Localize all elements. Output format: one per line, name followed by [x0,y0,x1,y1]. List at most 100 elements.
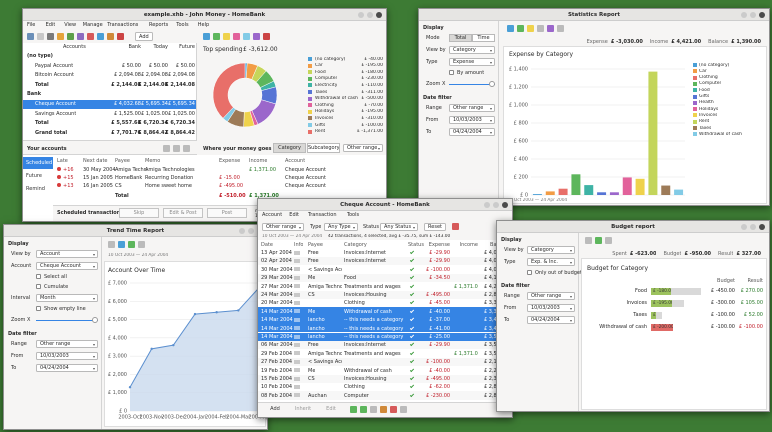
menu-item[interactable]: Tools [176,22,189,28]
menu-item[interactable]: Reports [149,22,169,28]
window-control[interactable] [239,228,245,234]
account-name[interactable]: (no type) [27,53,53,59]
action-button[interactable]: Skip [119,208,159,218]
toolbar-button[interactable] [233,33,240,40]
slider-knob[interactable] [92,317,98,323]
toolbar-button[interactable] [87,33,94,40]
combo-box[interactable]: Other range [36,340,98,348]
toolbar-button[interactable] [37,33,44,40]
toolbar-button[interactable] [108,241,115,248]
toggle-button[interactable]: Time [472,34,495,42]
transaction-row[interactable] [258,382,512,392]
window-control[interactable] [759,12,765,18]
window-control[interactable] [741,224,747,230]
combo-box[interactable]: Expense [449,58,495,66]
selected-row[interactable] [258,324,512,333]
checkbox[interactable] [527,270,532,275]
menu-item[interactable]: View [64,22,77,28]
transaction-row[interactable] [258,340,512,350]
window-control[interactable] [376,12,382,18]
combo-box[interactable]: Other range [343,144,383,152]
action-button[interactable]: Add [270,406,280,412]
combo-box[interactable]: 10/03/2003 [36,352,98,360]
window-control[interactable] [484,202,490,208]
toolbar-button[interactable] [360,406,367,413]
menu-item[interactable]: Manage [82,22,103,28]
toolbar-button[interactable] [183,145,190,152]
account-name[interactable]: Cheque Account [35,101,76,107]
account-name[interactable]: Savings Account [35,110,77,117]
window-control[interactable] [358,12,364,18]
toolbar-button[interactable] [173,145,180,152]
spending-tab[interactable]: Category [273,143,306,153]
toolbar-button[interactable] [547,25,554,32]
toolbar-button[interactable] [77,33,84,40]
account-name[interactable]: Total [35,81,49,88]
combo-box[interactable]: Exp. & Inc. [527,258,575,266]
transaction-row[interactable] [258,391,512,400]
combo-box[interactable]: Category [449,46,495,54]
transaction-row[interactable] [258,282,512,291]
transaction-row[interactable] [258,366,512,375]
combo-box[interactable]: 04/24/2004 [36,364,98,372]
transaction-row[interactable] [258,290,512,299]
menu-item[interactable]: Account [262,212,283,218]
toolbar-button[interactable] [243,33,250,40]
transaction-row[interactable] [258,298,512,308]
combo-box[interactable]: Month [36,294,98,302]
slider-knob[interactable] [489,81,495,87]
toolbar-button[interactable] [390,406,397,413]
toolbar-button[interactable] [57,33,64,40]
toolbar-button[interactable] [47,33,54,40]
selected-row[interactable] [258,332,512,341]
transaction-row[interactable] [258,273,512,283]
toolbar-button[interactable] [97,33,104,40]
transaction-row[interactable] [258,374,512,383]
side-tab[interactable]: Future [23,170,53,182]
account-name[interactable]: Bitcoin Account [35,72,74,79]
toggle-button[interactable]: Total [449,34,472,42]
window-control[interactable] [367,12,373,18]
account-name[interactable]: Paypal Account [35,62,74,69]
combo-box[interactable]: 04/24/2004 [449,128,495,136]
toolbar-button[interactable] [27,33,34,40]
checkbox[interactable] [36,274,41,279]
window-control[interactable] [750,12,756,18]
toolbar-button[interactable] [138,241,145,248]
combo-box[interactable]: 10/03/2003 [449,116,495,124]
toolbar-button[interactable] [605,237,612,244]
transaction-row[interactable] [258,265,512,274]
transaction-row[interactable] [258,357,512,367]
action-button[interactable]: Post [207,208,247,218]
action-button[interactable]: Edit & Post [163,208,203,218]
account-name[interactable]: Bank [27,91,42,98]
toolbar-button[interactable] [263,33,270,40]
reset-button[interactable]: Reset [424,223,446,231]
selected-row[interactable] [258,307,512,316]
menu-item[interactable]: Edit [289,212,299,218]
menu-item[interactable]: Edit [45,22,56,28]
toolbar-button[interactable] [223,33,230,40]
combo-box[interactable]: 10/03/2003 [527,304,575,312]
checkbox[interactable] [36,306,41,311]
side-tab[interactable]: Scheduled [23,157,53,169]
toolbar-button[interactable] [213,33,220,40]
toolbar-button[interactable] [118,241,125,248]
action-button[interactable]: Inherit [294,406,312,412]
transaction-row[interactable] [258,256,512,266]
account-name[interactable]: Total [35,120,49,127]
toolbar-button[interactable] [370,406,377,413]
combo-box[interactable]: Any Type [324,223,358,231]
toolbar-button[interactable] [107,33,114,40]
toolbar-button[interactable] [595,237,602,244]
combo-box[interactable]: Any Status [380,223,418,231]
toolbar-button[interactable] [400,406,407,413]
window-control[interactable] [759,224,765,230]
combo-box[interactable]: Other range [262,223,304,231]
toolbar-button[interactable] [163,145,170,152]
spending-tab[interactable]: Subcategory [307,143,340,153]
combo-box[interactable]: Account [36,250,98,258]
toolbar-button[interactable] [585,237,592,244]
combo-box[interactable]: 04/24/2004 [527,316,575,324]
toolbar-button[interactable] [117,33,124,40]
